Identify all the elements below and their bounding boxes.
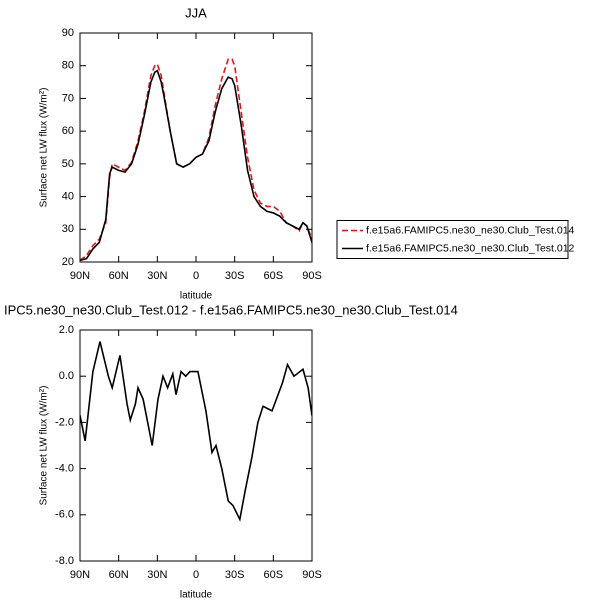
x-axis-label: latitude xyxy=(180,291,213,302)
x-tick-label: 30S xyxy=(225,270,245,282)
y-tick-label: 20 xyxy=(62,256,74,268)
y-axis-label: Surface net LW flux (W/m²) xyxy=(39,88,50,208)
x-tick-label: 90N xyxy=(70,270,90,282)
data-line xyxy=(80,341,312,522)
x-tick-label: 60N xyxy=(109,569,129,581)
legend-label: f.e15a6.FAMIPC5.ne30_ne30.Club_Test.012 xyxy=(366,242,575,254)
x-tick-label: 30N xyxy=(147,569,167,581)
x-tick-label: 0 xyxy=(193,270,199,282)
legend-box xyxy=(336,220,569,259)
data-line xyxy=(80,58,312,261)
y-tick-label: 2.0 xyxy=(59,324,74,336)
plot-frame xyxy=(79,329,313,562)
plot-frame xyxy=(79,32,313,263)
y-tick-label: 0.0 xyxy=(59,370,74,382)
legend-label: f.e15a6.FAMIPC5.ne30_ne30.Club_Test.014 xyxy=(366,224,575,236)
y-tick-label: 90 xyxy=(62,27,74,39)
y-tick-label: -2.0 xyxy=(55,416,74,428)
x-tick-label: 90S xyxy=(302,569,322,581)
x-tick-label: 90N xyxy=(70,569,90,581)
y-tick-label: -6.0 xyxy=(55,509,74,521)
x-tick-label: 90S xyxy=(302,270,322,282)
x-tick-label: 60S xyxy=(264,270,284,282)
y-tick-label: 30 xyxy=(62,223,74,235)
x-tick-label: 0 xyxy=(193,569,199,581)
x-tick-label: 30N xyxy=(147,270,167,282)
y-tick-label: 80 xyxy=(62,60,74,72)
x-tick-label: 60N xyxy=(109,270,129,282)
chart-title: IPC5.ne30_ne30.Club_Test.012 - f.e15a6.F… xyxy=(4,302,458,317)
y-tick-label: 40 xyxy=(62,190,74,202)
y-tick-label: 70 xyxy=(62,92,74,104)
y-tick-label: 60 xyxy=(62,125,74,137)
y-tick-label: -8.0 xyxy=(55,555,74,567)
y-tick-label: 50 xyxy=(62,158,74,170)
data-line xyxy=(80,69,312,262)
y-tick-label: -4.0 xyxy=(55,463,74,475)
x-tick-label: 30S xyxy=(225,569,245,581)
x-axis-label: latitude xyxy=(180,590,213,601)
y-axis-label: Surface net LW flux (W/m²) xyxy=(39,386,50,506)
x-tick-label: 60S xyxy=(264,569,284,581)
chart-title: JJA xyxy=(185,5,207,20)
